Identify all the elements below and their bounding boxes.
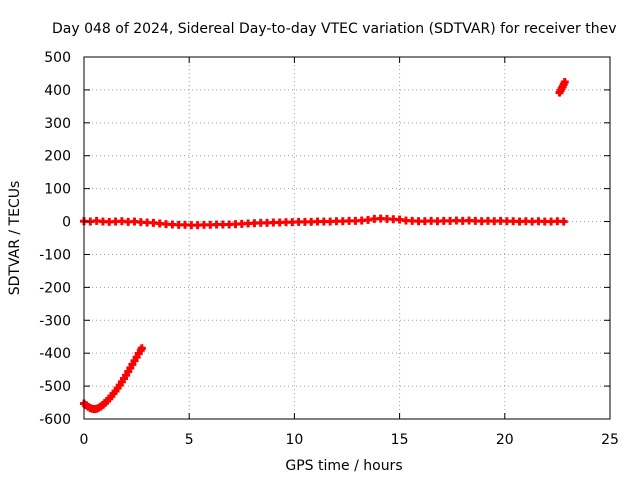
grid-lines	[84, 57, 610, 419]
x-tick-label: 20	[496, 432, 514, 448]
y-tick-label: 100	[44, 182, 71, 198]
y-axis: -600 -500 -400 -300 -200 -100 0 100 200 300 400 500	[39, 50, 610, 428]
y-tick-label: -300	[39, 313, 71, 329]
y-tick-label: 0	[62, 215, 71, 231]
y-tick-label: 200	[44, 149, 71, 165]
y-tick-label: -600	[39, 412, 71, 428]
x-tick-label: 0	[80, 432, 89, 448]
x-tick-label: 5	[185, 432, 194, 448]
y-tick-label: 300	[44, 116, 71, 132]
y-tick-label: 500	[44, 50, 71, 66]
y-tick-label: -200	[39, 280, 71, 296]
plot-area-frame	[83, 56, 611, 420]
y-tick-label: 400	[44, 83, 71, 99]
x-tick-label: 15	[391, 432, 409, 448]
x-tick-label: 25	[601, 432, 619, 448]
data-point	[137, 344, 146, 353]
y-tick-label: -500	[39, 379, 71, 395]
y-tick-label: -400	[39, 346, 71, 362]
x-tick-label: 10	[285, 432, 303, 448]
y-tick-label: -100	[39, 247, 71, 263]
y-axis-label: SDTVAR / TECUs	[7, 181, 23, 296]
chart-title: Day 048 of 2024, Sidereal Day-to-day VTE…	[52, 21, 616, 37]
data-point	[560, 78, 569, 87]
x-axis-label: GPS time / hours	[285, 458, 402, 474]
data-point	[559, 217, 568, 226]
x-axis: 0 5 10 15 20 25	[80, 57, 619, 448]
data-points	[80, 78, 569, 414]
